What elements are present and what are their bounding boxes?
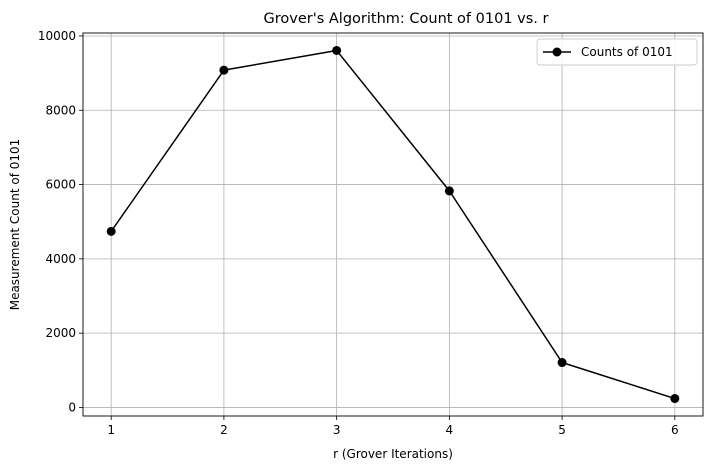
y-tick-label: 6000 — [45, 178, 76, 192]
x-tick-label: 5 — [558, 423, 566, 437]
plot-frame — [82, 32, 704, 417]
y-tick-label: 4000 — [45, 252, 76, 266]
legend-box — [536, 38, 698, 66]
data-point — [106, 226, 116, 236]
data-point — [670, 394, 680, 404]
data-point — [444, 186, 454, 196]
data-series — [106, 45, 680, 404]
chart-title: Grover's Algorithm: Count of 0101 vs. r — [264, 11, 549, 27]
grid-lines — [83, 33, 703, 416]
legend-marker — [552, 47, 562, 57]
series-line — [110, 49, 676, 400]
x-tick-label: 2 — [220, 423, 228, 437]
y-tick-label: 2000 — [45, 326, 76, 340]
legend: Counts of 0101 — [536, 38, 698, 66]
data-point — [219, 65, 229, 75]
y-axis-label: Measurement Count of 0101 — [8, 139, 22, 311]
x-tick-label: 4 — [446, 423, 454, 437]
data-point — [557, 358, 567, 368]
x-axis-ticks: 1 2 3 4 5 6 — [107, 416, 679, 437]
y-tick-label: 10000 — [38, 29, 76, 43]
x-tick-label: 1 — [107, 423, 115, 437]
data-point — [332, 45, 342, 55]
legend-entry: Counts of 0101 — [581, 45, 673, 59]
y-tick-label: 8000 — [45, 103, 76, 117]
x-tick-label: 3 — [333, 423, 341, 437]
y-axis-ticks: 0 2000 4000 6000 8000 10000 — [38, 29, 83, 414]
y-tick-label: 0 — [68, 400, 76, 414]
x-tick-label: 6 — [671, 423, 679, 437]
x-axis-label: r (Grover Iterations) — [333, 447, 453, 461]
